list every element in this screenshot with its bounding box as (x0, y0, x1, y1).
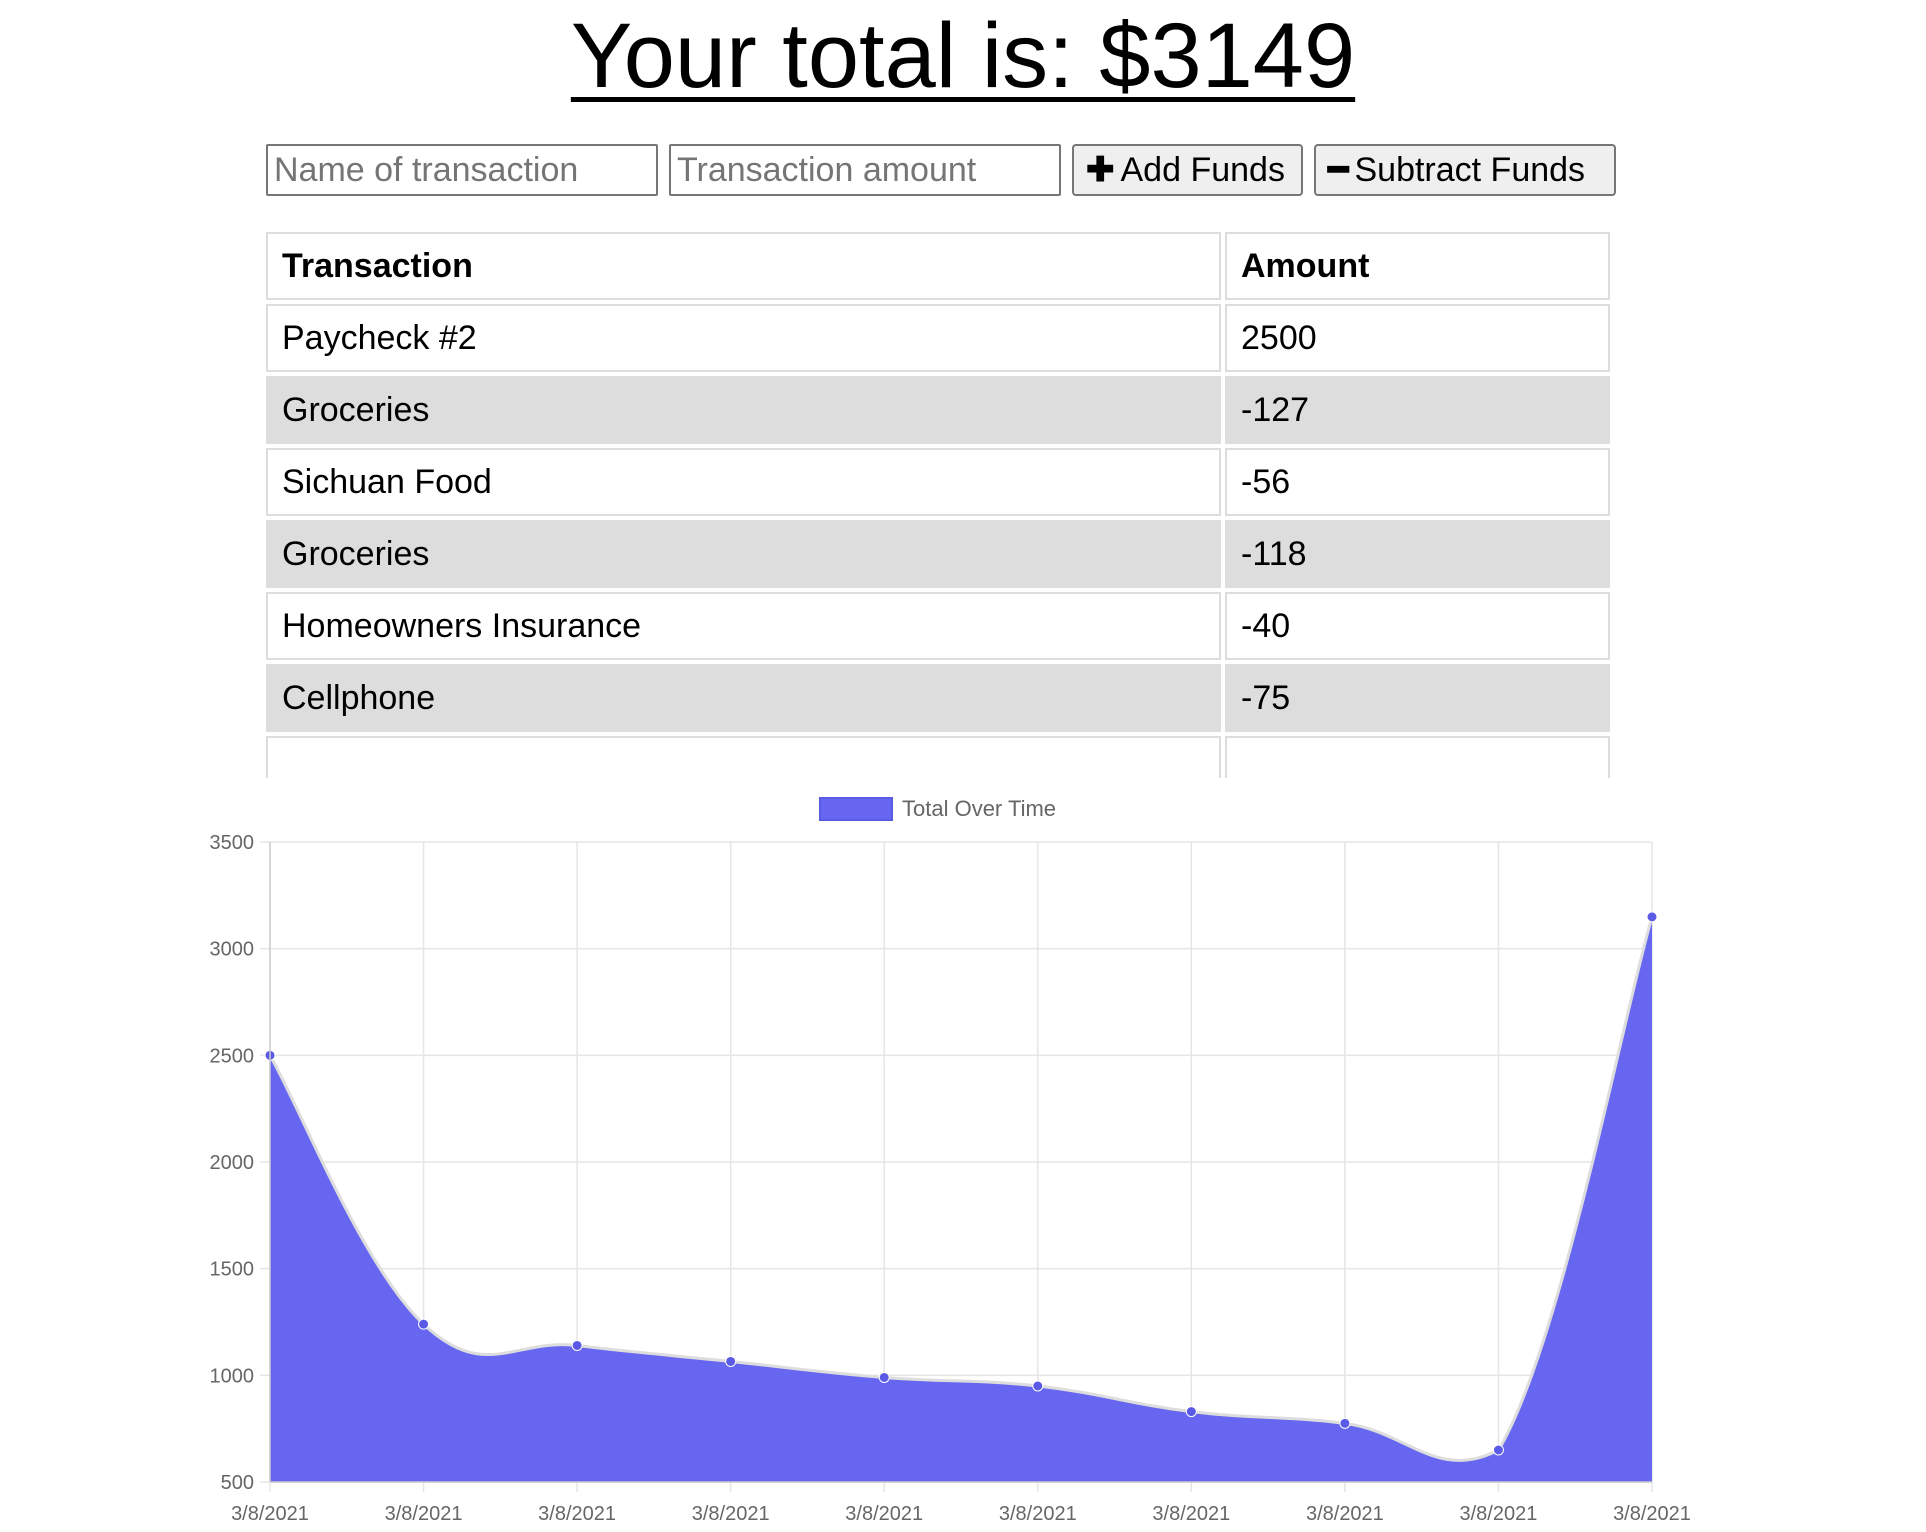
transactions-table-container[interactable]: Transaction Amount Paycheck #2 2500 Groc… (266, 232, 1618, 778)
transaction-amount: -40 (1225, 592, 1610, 660)
transaction-name: Cellphone (266, 664, 1221, 732)
table-row: Sichuan Food -56 (266, 448, 1610, 516)
y-tick-label: 2500 (210, 1045, 255, 1067)
chart-points (264, 911, 1658, 1456)
transaction-amount: -127 (1225, 376, 1610, 444)
chart-area-layer (268, 916, 1654, 1482)
data-point[interactable] (1185, 1406, 1197, 1418)
series-area-fill (270, 916, 1652, 1482)
table-row: Cellphone -75 (266, 664, 1610, 732)
table-row: Groceries -118 (266, 520, 1610, 588)
table-row: Homeowners Insurance -40 (266, 592, 1610, 660)
transaction-name: Groceries (266, 520, 1221, 588)
chart-canvas: 500 1000 1500 2000 2500 3000 3500 3/8/2021 3/8/2… (210, 796, 1691, 1525)
table-row: Paycheck #2 2500 (266, 304, 1610, 372)
transaction-form: ✚ Add Funds ━ Subtract Funds (266, 144, 1627, 196)
x-tick-label: 3/8/2021 (999, 1503, 1077, 1525)
transaction-amount: -118 (1225, 520, 1610, 588)
y-tick-label: 500 (221, 1472, 254, 1494)
transaction-amount: 2500 (1225, 304, 1610, 372)
x-tick-label: 3/8/2021 (1460, 1503, 1538, 1525)
y-tick-label: 3000 (210, 939, 255, 961)
y-tick-label: 3500 (210, 832, 255, 854)
data-point[interactable] (725, 1355, 737, 1367)
y-tick-label: 2000 (210, 1152, 255, 1174)
data-point[interactable] (571, 1339, 583, 1351)
data-point[interactable] (1032, 1380, 1044, 1392)
minus-icon: ━ (1328, 151, 1349, 189)
total-heading: Your total is: $3149 (570, 5, 1356, 107)
transaction-name: Paycheck #2 (266, 304, 1221, 372)
transaction-name-input[interactable] (266, 144, 658, 196)
table-row-partial (266, 736, 1610, 778)
chart-grid (260, 841, 1653, 1492)
transaction-amount (1225, 736, 1610, 778)
add-funds-label: Add Funds (1120, 150, 1285, 189)
transaction-name (266, 736, 1221, 778)
x-tick-label: 3/8/2021 (538, 1503, 616, 1525)
header-amount: Amount (1225, 232, 1610, 300)
y-tick-label: 1500 (210, 1259, 255, 1281)
x-tick-label: 3/8/2021 (1613, 1503, 1691, 1525)
data-point[interactable] (1646, 911, 1658, 923)
transaction-name: Sichuan Food (266, 448, 1221, 516)
transaction-amount: -75 (1225, 664, 1610, 732)
subtract-funds-label: Subtract Funds (1354, 150, 1586, 189)
legend-label: Total Over Time (902, 796, 1056, 821)
total-over-time-chart: 500 1000 1500 2000 2500 3000 3500 3/8/2021 3/8/2… (190, 780, 1710, 1530)
transaction-amount-input[interactable] (669, 144, 1061, 196)
data-point[interactable] (878, 1371, 890, 1383)
transaction-amount: -56 (1225, 448, 1610, 516)
x-tick-label: 3/8/2021 (231, 1503, 309, 1525)
transactions-table: Transaction Amount Paycheck #2 2500 Groc… (266, 232, 1614, 778)
data-point[interactable] (1339, 1417, 1351, 1429)
legend-swatch (819, 797, 893, 821)
add-funds-button[interactable]: ✚ Add Funds (1072, 144, 1303, 196)
chart-axes: 500 1000 1500 2000 2500 3000 3500 3/8/2021 3/8/2… (210, 832, 1691, 1525)
x-tick-label: 3/8/2021 (1152, 1503, 1230, 1525)
table-row: Groceries -127 (266, 376, 1610, 444)
subtract-funds-button[interactable]: ━ Subtract Funds (1314, 144, 1616, 196)
data-point[interactable] (1492, 1444, 1504, 1456)
transaction-name: Groceries (266, 376, 1221, 444)
data-point[interactable] (418, 1318, 430, 1330)
table-header-row: Transaction Amount (266, 232, 1610, 300)
x-tick-label: 3/8/2021 (1306, 1503, 1384, 1525)
plus-icon: ✚ (1086, 151, 1115, 189)
x-tick-label: 3/8/2021 (385, 1503, 463, 1525)
transaction-name: Homeowners Insurance (266, 592, 1221, 660)
header-transaction: Transaction (266, 232, 1221, 300)
x-tick-label: 3/8/2021 (692, 1503, 770, 1525)
y-tick-label: 1000 (210, 1365, 255, 1387)
chart-legend: Total Over Time (819, 796, 1056, 821)
x-tick-label: 3/8/2021 (845, 1503, 923, 1525)
